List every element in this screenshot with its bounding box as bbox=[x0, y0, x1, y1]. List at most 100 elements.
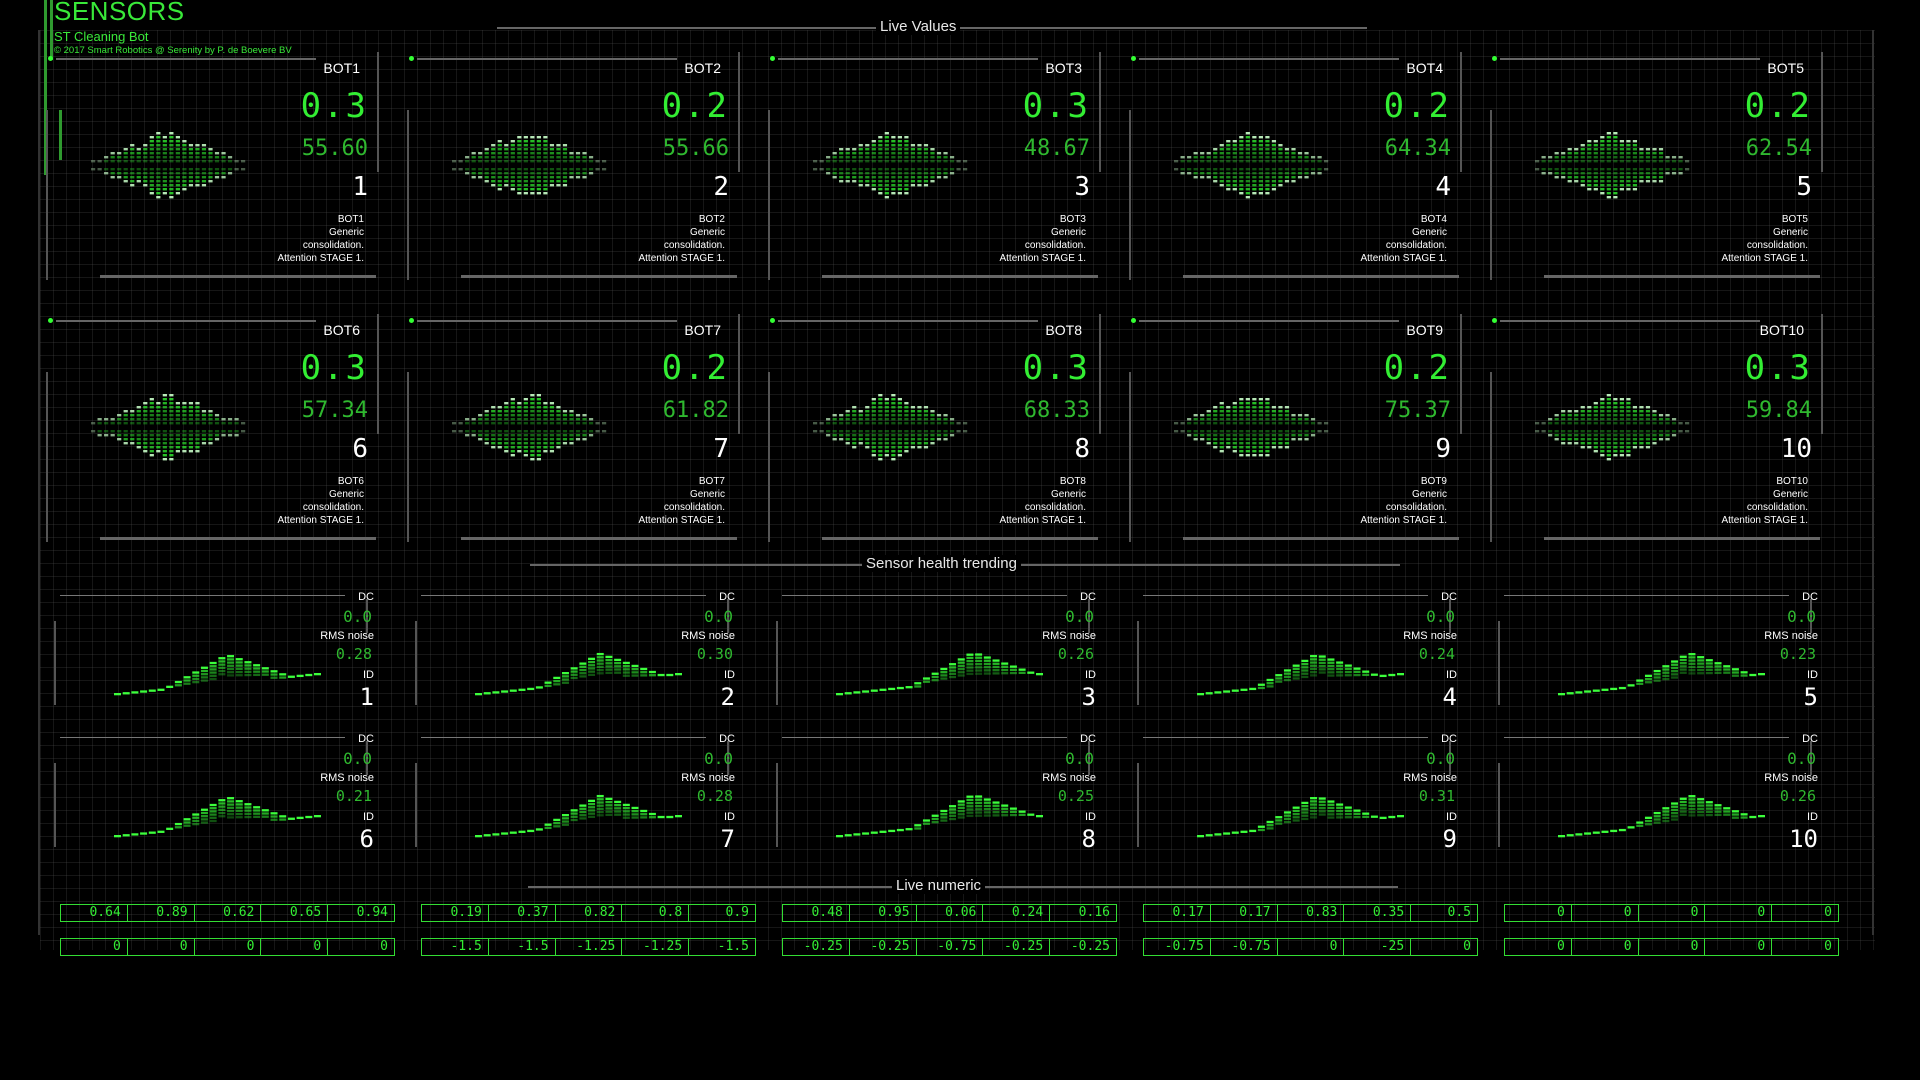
trend-left-rule bbox=[1137, 621, 1139, 705]
bot-description-line: consolidation. bbox=[1385, 502, 1447, 513]
bot-description-line: Attention STAGE 1. bbox=[999, 515, 1086, 526]
numeric-row: 0.64 0.89 0.62 0.65 0.94 bbox=[60, 904, 395, 922]
trend-id: 3 bbox=[1081, 683, 1096, 711]
bot-panel: BOT9 0.2 75.37 9 BOT9 Generic consolidation. At… bbox=[1129, 312, 1471, 557]
bot-primary-value: 0.3 bbox=[1022, 86, 1090, 126]
app-subtitle: ST Cleaning Bot bbox=[54, 29, 149, 44]
bot-secondary-value: 55.66 bbox=[662, 136, 729, 161]
bot-panel: BOT6 0.3 57.34 6 BOT6 Generic consolidation. At… bbox=[46, 312, 388, 557]
panel-top-rule bbox=[778, 320, 1038, 322]
bot-description-line: consolidation. bbox=[1024, 502, 1086, 513]
numeric-cell: 0 bbox=[1639, 939, 1706, 955]
numeric-cell: 0 bbox=[1463, 939, 1471, 954]
numeric-cell: 0 bbox=[1824, 939, 1832, 954]
bot-description-line: Attention STAGE 1. bbox=[1360, 253, 1447, 264]
bot-id: 2 bbox=[713, 172, 729, 202]
bot-primary-value: 0.3 bbox=[1744, 348, 1812, 388]
numeric-cell: 0.64 bbox=[61, 905, 128, 921]
numeric-cell: 0 bbox=[1572, 939, 1639, 955]
bot-description: BOT6 Generic consolidation. Attention STAGE… bbox=[277, 475, 364, 527]
bot-description-line: Attention STAGE 1. bbox=[999, 253, 1086, 264]
dc-value: 0.0 bbox=[1787, 749, 1816, 768]
numeric-cell: -0.75 bbox=[1211, 939, 1278, 955]
dc-value: 0.0 bbox=[1426, 749, 1455, 768]
bot-name: BOT10 bbox=[1759, 322, 1804, 338]
bot-primary-value: 0.2 bbox=[1383, 348, 1451, 388]
numeric-cell: 0.9 bbox=[725, 905, 749, 920]
dc-value: 0.0 bbox=[704, 749, 733, 768]
bot-description: BOT4 Generic consolidation. Attention STAGE… bbox=[1360, 213, 1447, 265]
bot-id: 3 bbox=[1074, 172, 1090, 202]
app-copyright: © 2017 Smart Robotics @ Serenity by P. d… bbox=[54, 45, 292, 56]
trend-right-rule bbox=[727, 741, 729, 775]
id-label: ID bbox=[1085, 669, 1096, 681]
live-values-title: Live Values bbox=[876, 18, 961, 35]
numeric-cell: 0.95 bbox=[850, 905, 917, 921]
bot-description-line: consolidation. bbox=[1746, 502, 1808, 513]
bot-name: BOT7 bbox=[684, 322, 721, 338]
bot-description-line: BOT1 bbox=[337, 214, 364, 225]
bot-spectrum-chart bbox=[91, 132, 246, 199]
numeric-cell: 0.94 bbox=[356, 905, 388, 920]
bot-description-line: Generic bbox=[1050, 227, 1086, 238]
trend-left-rule bbox=[1137, 763, 1139, 847]
bot-panel: BOT2 0.2 55.66 2 BOT2 Generic consolidation. At… bbox=[407, 50, 749, 295]
numeric-cell: -0.25 bbox=[1070, 939, 1110, 954]
dc-value: 0.0 bbox=[1787, 607, 1816, 626]
bot-spectrum-chart bbox=[452, 136, 607, 195]
panel-top-rule bbox=[56, 320, 316, 322]
bot-secondary-value: 59.84 bbox=[1745, 398, 1812, 423]
trend-id: 6 bbox=[359, 825, 374, 853]
rms-noise-value: 0.23 bbox=[1779, 645, 1816, 663]
panel-top-rule bbox=[1139, 58, 1399, 60]
panel-left-rule bbox=[46, 372, 48, 542]
id-label: ID bbox=[1807, 669, 1818, 681]
bot-description-line: Attention STAGE 1. bbox=[277, 253, 364, 264]
dc-label: DC bbox=[1802, 733, 1818, 745]
bot-name: BOT8 bbox=[1045, 322, 1082, 338]
status-dot bbox=[770, 56, 775, 61]
numeric-cell: -1.5 bbox=[489, 939, 556, 955]
numeric-cell: 0 bbox=[1705, 905, 1773, 921]
bot-spectrum-chart bbox=[1535, 394, 1690, 461]
bot-spectrum-chart bbox=[813, 132, 968, 199]
bot-description-line: Generic bbox=[689, 489, 725, 500]
trend-top-rule bbox=[60, 737, 345, 738]
bot-description-line: BOT5 bbox=[1781, 214, 1808, 225]
rms-noise-value: 0.26 bbox=[1057, 645, 1094, 663]
bot-spectrum-chart bbox=[452, 394, 607, 461]
dc-value: 0.0 bbox=[1065, 607, 1094, 626]
panel-bottom-rule bbox=[461, 275, 737, 278]
bot-primary-value: 0.2 bbox=[1383, 86, 1451, 126]
trend-id: 4 bbox=[1442, 683, 1457, 711]
numeric-cell: 0 bbox=[1824, 905, 1832, 920]
rms-noise-value: 0.25 bbox=[1057, 787, 1094, 805]
numeric-cell: -0.75 bbox=[1144, 939, 1211, 955]
trend-chart bbox=[836, 795, 1043, 838]
dc-label: DC bbox=[1080, 591, 1096, 603]
bot-name: BOT9 bbox=[1406, 322, 1443, 338]
dc-value: 0.0 bbox=[343, 607, 372, 626]
status-dot bbox=[1131, 318, 1136, 323]
trend-left-rule bbox=[776, 763, 778, 847]
bot-secondary-value: 62.54 bbox=[1745, 136, 1812, 161]
panel-bottom-rule bbox=[1183, 275, 1459, 278]
status-dot bbox=[770, 318, 775, 323]
bot-secondary-value: 57.34 bbox=[301, 398, 368, 423]
bot-spectrum-chart bbox=[813, 394, 968, 461]
bot-panel: BOT4 0.2 64.34 4 BOT4 Generic consolidation. At… bbox=[1129, 50, 1471, 295]
bot-description-line: BOT8 bbox=[1059, 476, 1086, 487]
numeric-cell: 0.5 bbox=[1447, 905, 1471, 920]
panel-right-rule bbox=[377, 52, 379, 172]
bot-description: BOT1 Generic consolidation. Attention STAGE… bbox=[277, 213, 364, 265]
bot-description-line: BOT3 bbox=[1059, 214, 1086, 225]
numeric-cell: -25 bbox=[1344, 939, 1412, 955]
bot-secondary-value: 64.34 bbox=[1384, 136, 1451, 161]
bot-primary-value: 0.2 bbox=[1744, 86, 1812, 126]
trend-panel: DC 0.0 RMS noise 0.25 ID 8 bbox=[776, 727, 1122, 862]
trend-right-rule bbox=[1088, 741, 1090, 775]
bot-description: BOT5 Generic consolidation. Attention STAGE… bbox=[1721, 213, 1808, 265]
id-label: ID bbox=[363, 811, 374, 823]
panel-left-rule bbox=[1490, 372, 1492, 542]
